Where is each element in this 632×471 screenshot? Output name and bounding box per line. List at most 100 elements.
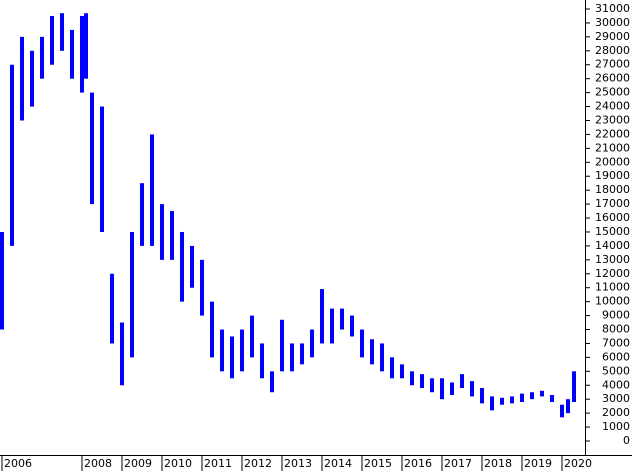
price-range: [540, 390, 544, 397]
y-tick-label: 12000: [595, 267, 630, 280]
y-tick-label: 15000: [595, 225, 630, 238]
x-tick-label: 2014: [324, 457, 352, 470]
price-range: [530, 392, 534, 400]
y-tick-label: 8000: [602, 323, 630, 336]
price-range: [220, 329, 224, 372]
price-range: [300, 343, 304, 365]
price-range: [450, 382, 454, 396]
price-range: [270, 371, 274, 393]
price-range: [50, 15, 54, 65]
price-range: [410, 371, 414, 386]
price-range: [360, 329, 364, 358]
x-tick-label: 2006: [4, 457, 32, 470]
price-range: [130, 231, 134, 358]
price-range: [420, 374, 424, 389]
y-tick-label: 23000: [595, 113, 630, 126]
x-tick-label: 2012: [244, 457, 272, 470]
x-tick-label: 2018: [484, 457, 512, 470]
y-tick-label: 1000: [602, 420, 630, 433]
x-tick-label: 2020: [564, 457, 592, 470]
price-range: [280, 319, 284, 372]
price-range: [110, 273, 114, 344]
price-range: [84, 13, 88, 79]
y-tick-label: 10000: [595, 295, 630, 308]
y-tick-label: 18000: [595, 183, 630, 196]
x-tick-label: 2008: [84, 457, 112, 470]
y-tick-label: 13000: [595, 253, 630, 266]
y-tick-label: 22000: [595, 127, 630, 140]
y-tick-label: 6000: [602, 350, 630, 363]
price-range: [340, 308, 344, 330]
price-range: [260, 343, 264, 379]
y-tick-label: 2000: [602, 406, 630, 419]
price-range: [370, 339, 374, 365]
y-tick-label: 19000: [595, 169, 630, 182]
price-range: [190, 245, 194, 288]
price-range: [80, 15, 84, 93]
price-range: [490, 396, 494, 411]
price-range: [400, 364, 404, 379]
y-tick-label: 16000: [595, 211, 630, 224]
price-range: [170, 211, 174, 260]
price-range: [566, 399, 570, 414]
price-range: [20, 36, 24, 121]
price-range: [380, 343, 384, 372]
price-range: [10, 64, 14, 246]
price-range: [550, 395, 554, 402]
price-range: [240, 329, 244, 372]
price-range: [120, 322, 124, 386]
y-tick-label: 14000: [595, 239, 630, 252]
price-range: [330, 308, 334, 344]
price-range: [150, 134, 154, 246]
y-tick-label: 25000: [595, 86, 630, 99]
x-tick-label: 2019: [524, 457, 552, 470]
y-tick-label: 7000: [602, 336, 630, 349]
price-range: [210, 301, 214, 358]
price-range: [310, 329, 314, 358]
y-tick-label: 4000: [602, 378, 630, 391]
y-tick-label: 27000: [595, 58, 630, 71]
price-range: [470, 381, 474, 397]
y-tick-label: 5000: [602, 364, 630, 377]
y-tick-label: 28000: [595, 44, 630, 57]
price-range: [500, 397, 504, 405]
price-range: [140, 183, 144, 246]
price-range: [30, 50, 34, 107]
price-range: [70, 29, 74, 79]
price-range: [480, 388, 484, 404]
price-range: [40, 36, 44, 79]
y-tick-label: 3000: [602, 392, 630, 405]
x-tick-label: 2015: [364, 457, 392, 470]
price-range: [90, 92, 94, 205]
price-range: [160, 204, 164, 260]
y-tick-label: 17000: [595, 197, 630, 210]
y-tick-label: 24000: [595, 100, 630, 113]
price-range: [60, 13, 64, 51]
price-range: [572, 371, 576, 402]
price-range: [350, 315, 354, 337]
y-tick-label: 20000: [595, 155, 630, 168]
x-tick-label: 2017: [444, 457, 472, 470]
y-tick-label: 0: [623, 434, 630, 447]
price-range: [520, 393, 524, 402]
price-range: [320, 289, 324, 344]
price-range: [510, 396, 514, 404]
price-range: [0, 231, 4, 330]
y-tick-label: 9000: [602, 309, 630, 322]
price-range: [430, 378, 434, 393]
x-tick-label: 2011: [204, 457, 232, 470]
y-tick-label: 31000: [595, 2, 630, 15]
price-range: [460, 374, 464, 389]
x-tick-label: 2016: [404, 457, 432, 470]
price-range: [250, 315, 254, 358]
x-tick-label: 2009: [124, 457, 152, 470]
price-range: [290, 343, 294, 372]
y-tick-label: 11000: [595, 281, 630, 294]
x-tick-label: 2010: [164, 457, 192, 470]
price-range: [560, 404, 564, 418]
price-range: [230, 336, 234, 379]
price-range: [180, 231, 184, 302]
y-tick-label: 26000: [595, 72, 630, 85]
price-range: [440, 378, 444, 400]
